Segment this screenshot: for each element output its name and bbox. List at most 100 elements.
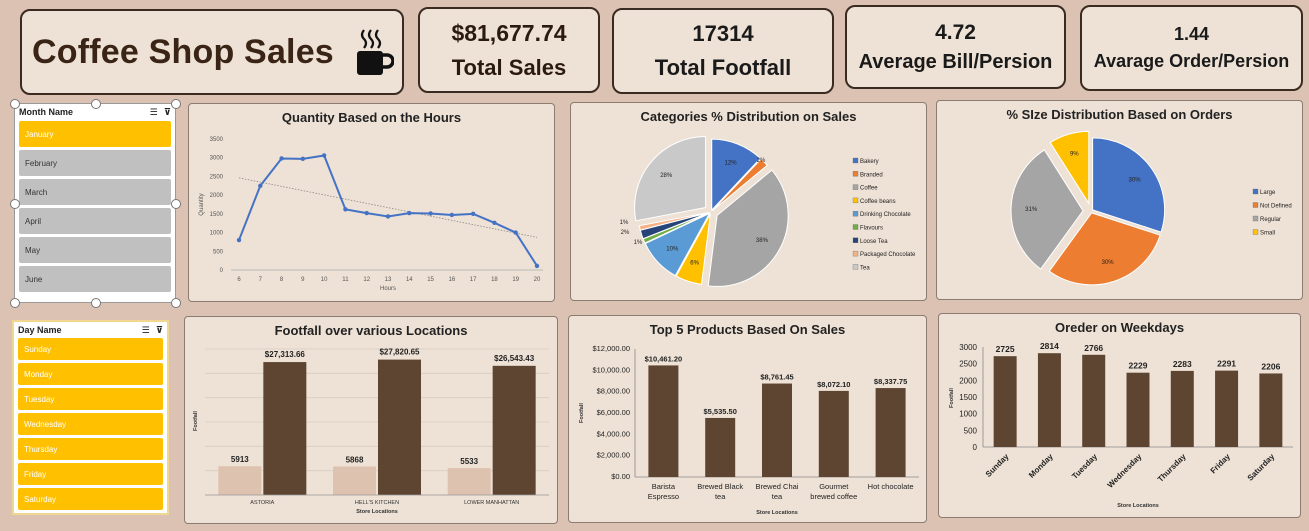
pie-slice	[1010, 149, 1084, 270]
x-tick-label: Friday	[1209, 452, 1233, 476]
legend-swatch	[852, 264, 859, 270]
data-label: 2206	[1261, 361, 1280, 371]
x-tick-label: Tuesday	[1070, 452, 1099, 481]
slicer-item-january[interactable]: January	[19, 121, 171, 147]
y-tick-label: $10,000.00	[592, 365, 630, 374]
slicer-header: Day Name ☰ ⊽	[14, 322, 167, 338]
data-label: 2283	[1173, 359, 1192, 369]
slicer-item-thursday[interactable]: Thursday	[18, 438, 163, 460]
data-label: 2814	[1040, 341, 1059, 351]
slice-label: 12%	[725, 161, 738, 167]
data-point	[279, 156, 284, 161]
x-tick-label: 19	[512, 277, 519, 283]
resize-handle[interactable]	[91, 99, 101, 109]
title-card: Coffee Shop Sales	[20, 9, 404, 95]
multi-select-icon[interactable]: ☰	[149, 106, 158, 117]
chart-title: Top 5 Products Based On Sales	[649, 322, 846, 337]
slicer-item-april[interactable]: April	[19, 208, 171, 234]
legend-swatch	[852, 224, 859, 230]
slicer-title: Day Name	[18, 325, 62, 335]
x-axis-title: Store Locations	[356, 509, 398, 515]
clear-filter-icon[interactable]: ⊽	[163, 106, 171, 117]
resize-handle[interactable]	[171, 298, 181, 308]
pie-slice	[712, 158, 768, 212]
bar-footfall	[333, 466, 376, 495]
legend-label: Not Defined	[1260, 204, 1292, 210]
resize-handle[interactable]	[10, 298, 20, 308]
y-axis-title: Footfall	[193, 411, 199, 431]
resize-handle[interactable]	[91, 298, 101, 308]
y-tick-label: $4,000.00	[597, 429, 630, 438]
month-slicer[interactable]: Month Name ☰ ⊽ January February March April…	[10, 99, 181, 308]
data-label: $8,761.45	[760, 373, 793, 382]
slicer-item-february[interactable]: February	[19, 150, 171, 176]
slicer-item-friday[interactable]: Friday	[18, 463, 163, 485]
y-tick-label: $0.00	[611, 472, 630, 481]
kpi-value: 4.72	[935, 20, 976, 44]
x-tick-label: 20	[534, 277, 541, 283]
data-label: 2766	[1084, 343, 1103, 353]
clear-filter-icon[interactable]: ⊽	[155, 324, 163, 335]
slicer-item-sunday[interactable]: Sunday	[18, 338, 163, 360]
x-tick-label: Brewed Chai	[756, 482, 799, 491]
data-point	[534, 263, 540, 269]
x-tick-label: 16	[449, 277, 456, 283]
legend-swatch	[852, 157, 859, 164]
slicer-item-saturday[interactable]: Saturday	[18, 488, 163, 510]
pie-slice	[675, 213, 711, 285]
legend-label: Packaged Chocolate	[860, 252, 916, 258]
slice-label: 9%	[1070, 152, 1079, 158]
chart-title: Footfall over various Locations	[274, 323, 468, 338]
y-tick-label: $2,000.00	[597, 451, 630, 460]
slicer-controls: ☰ ⊽	[150, 107, 171, 118]
slicer-item-may[interactable]: May	[19, 237, 171, 263]
data-point	[407, 210, 412, 216]
products-bar-chart: $0.00 $2,000.00 $4,000.00 $6,000.00 $8,000.0…	[579, 344, 919, 516]
x-tick-label: brewed coffee	[810, 492, 857, 501]
slicer-item-monday[interactable]: Monday	[18, 363, 163, 385]
pie-slice	[707, 169, 789, 287]
y-tick-label: 3000	[210, 156, 224, 162]
y-tick-label: 1000	[210, 231, 224, 237]
legend-swatch	[1252, 215, 1259, 222]
y-tick-label: 2500	[210, 174, 224, 180]
data-label: $10,461.20	[645, 354, 683, 363]
x-tick-label: 12	[363, 277, 370, 283]
data-label: $5,535.50	[704, 407, 737, 416]
legend-label: Bakery	[860, 159, 879, 165]
locations-chart-panel: Footfall over various Locations 5913 $27,…	[184, 316, 558, 524]
x-tick-label: 18	[491, 277, 498, 283]
data-point	[513, 230, 518, 235]
resize-handle[interactable]	[10, 199, 20, 209]
pie-slice	[1049, 130, 1090, 206]
day-slicer[interactable]: Day Name ☰ ⊽ Sunday Monday Tuesday Wednesda…	[12, 320, 169, 515]
x-tick-label: Hot chocolate	[868, 482, 914, 491]
x-tick-label: Sunday	[984, 452, 1011, 479]
legend-label: Branded	[860, 172, 883, 178]
sizes-pie-chart: 30% 30% 31% 9% Large Not Defined Regular Small	[1010, 130, 1292, 286]
kpi-average-order: 1.44 Avarage Order/Persion	[1080, 5, 1303, 91]
legend-label: Regular	[1260, 217, 1281, 223]
resize-handle[interactable]	[10, 99, 20, 109]
resize-handle[interactable]	[171, 199, 181, 209]
slicer-item-wednesday[interactable]: Wednesday	[18, 413, 163, 435]
x-tick-label: 9	[301, 277, 305, 283]
x-tick-label: 8	[280, 277, 284, 283]
kpi-label: Total Footfall	[654, 55, 792, 80]
slicer-item-june[interactable]: June	[19, 266, 171, 292]
slicer-item-march[interactable]: March	[19, 179, 171, 205]
x-tick-label: LOWER MANHATTAN	[464, 500, 519, 506]
slicer-title: Month Name	[19, 107, 73, 117]
bar	[1215, 370, 1239, 447]
resize-handle[interactable]	[171, 99, 181, 109]
x-tick-label: Espresso	[648, 492, 679, 501]
data-label: $26,543.43	[494, 354, 535, 363]
multi-select-icon[interactable]: ☰	[141, 324, 150, 335]
slicer-item-tuesday[interactable]: Tuesday	[18, 388, 163, 410]
data-point	[428, 211, 433, 216]
legend-label: Small	[1260, 231, 1275, 237]
pie-slice	[711, 138, 762, 212]
y-tick-label: 1500	[959, 393, 977, 402]
legend-label: Loose Tea	[860, 239, 888, 245]
bar	[1126, 372, 1150, 447]
